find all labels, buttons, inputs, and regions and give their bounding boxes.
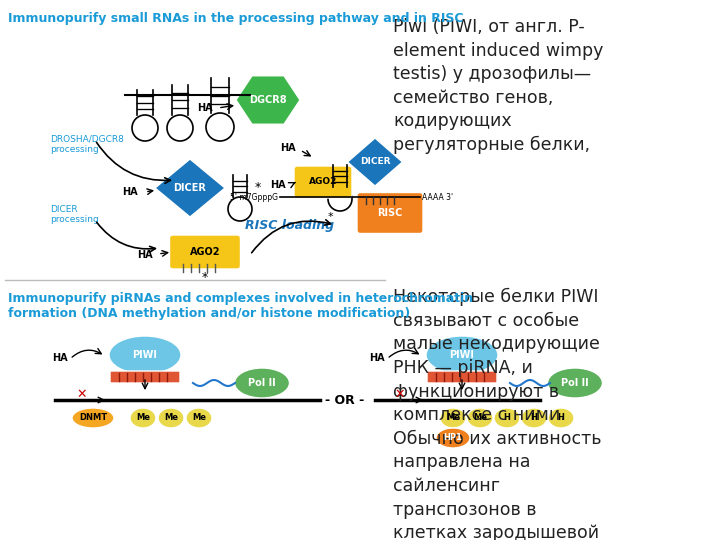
Text: HA: HA [369,353,385,363]
FancyBboxPatch shape [169,235,240,269]
Text: HA: HA [53,353,68,363]
Ellipse shape [436,428,470,448]
Ellipse shape [548,408,574,428]
Text: PIWI: PIWI [132,350,158,360]
Text: H: H [557,414,564,422]
Text: DGCR8: DGCR8 [249,95,287,105]
Text: RISC loading: RISC loading [246,219,335,232]
Text: AGO2: AGO2 [309,178,337,186]
Text: HA: HA [280,143,296,153]
Text: AAAA 3': AAAA 3' [422,192,453,201]
Text: PIWI: PIWI [449,350,474,360]
Text: DROSHA/DGCR8
processing: DROSHA/DGCR8 processing [50,135,124,154]
Text: Me: Me [473,414,487,422]
Text: *: * [202,272,208,285]
Text: H: H [503,414,510,422]
Text: *: * [255,181,261,194]
Text: HA: HA [138,250,153,260]
Text: Pol II: Pol II [248,378,276,388]
Text: DICER: DICER [174,183,207,193]
Ellipse shape [440,408,466,428]
Polygon shape [236,76,300,124]
Text: AGO2: AGO2 [190,247,220,257]
Text: 5' m7GpppG: 5' m7GpppG [230,192,278,201]
Ellipse shape [235,368,289,398]
FancyBboxPatch shape [357,192,423,233]
Text: Piwi (PIWI, от англ. P-
element induced wimpy
testis) у дрозофилы—
семейство ген: Piwi (PIWI, от англ. P- element induced … [393,18,603,154]
Text: HA: HA [270,180,286,190]
Text: Pol II: Pol II [561,378,589,388]
Ellipse shape [130,408,156,428]
Text: Me: Me [164,414,178,422]
Ellipse shape [494,408,520,428]
Polygon shape [155,159,225,217]
Ellipse shape [109,336,181,374]
Text: HP1: HP1 [444,434,462,442]
Text: HA: HA [197,103,213,113]
Text: Me: Me [192,414,206,422]
FancyBboxPatch shape [427,371,497,383]
Text: DICER
processing: DICER processing [50,205,99,225]
Text: Me: Me [136,414,150,422]
Text: - OR -: - OR - [325,394,364,407]
Ellipse shape [426,336,498,374]
Ellipse shape [158,408,184,428]
Polygon shape [348,138,402,186]
Text: ✕: ✕ [77,388,87,401]
Ellipse shape [547,368,603,398]
Text: DICER: DICER [360,158,390,166]
Ellipse shape [72,408,114,428]
Text: Me: Me [446,414,460,422]
Ellipse shape [467,408,493,428]
Text: RISC: RISC [377,208,402,218]
Text: DNMT: DNMT [79,414,107,422]
Text: HA: HA [122,187,138,197]
Ellipse shape [521,408,547,428]
Text: Immunopurify piRNAs and complexes involved in heterochromatin
formation (DNA met: Immunopurify piRNAs and complexes involv… [8,292,473,320]
Text: H: H [531,414,537,422]
Text: ✕: ✕ [395,388,405,401]
Text: Некоторые белки PIWI
связывают с особые
малые некодирующие
РНК — piRNA, и
функци: Некоторые белки PIWI связывают с особые … [393,288,601,540]
FancyBboxPatch shape [110,371,180,383]
Text: *: * [327,212,333,222]
Text: Immunopurify small RNAs in the processing pathway and in RISC: Immunopurify small RNAs in the processin… [8,12,464,25]
FancyBboxPatch shape [294,166,352,198]
Ellipse shape [186,408,212,428]
